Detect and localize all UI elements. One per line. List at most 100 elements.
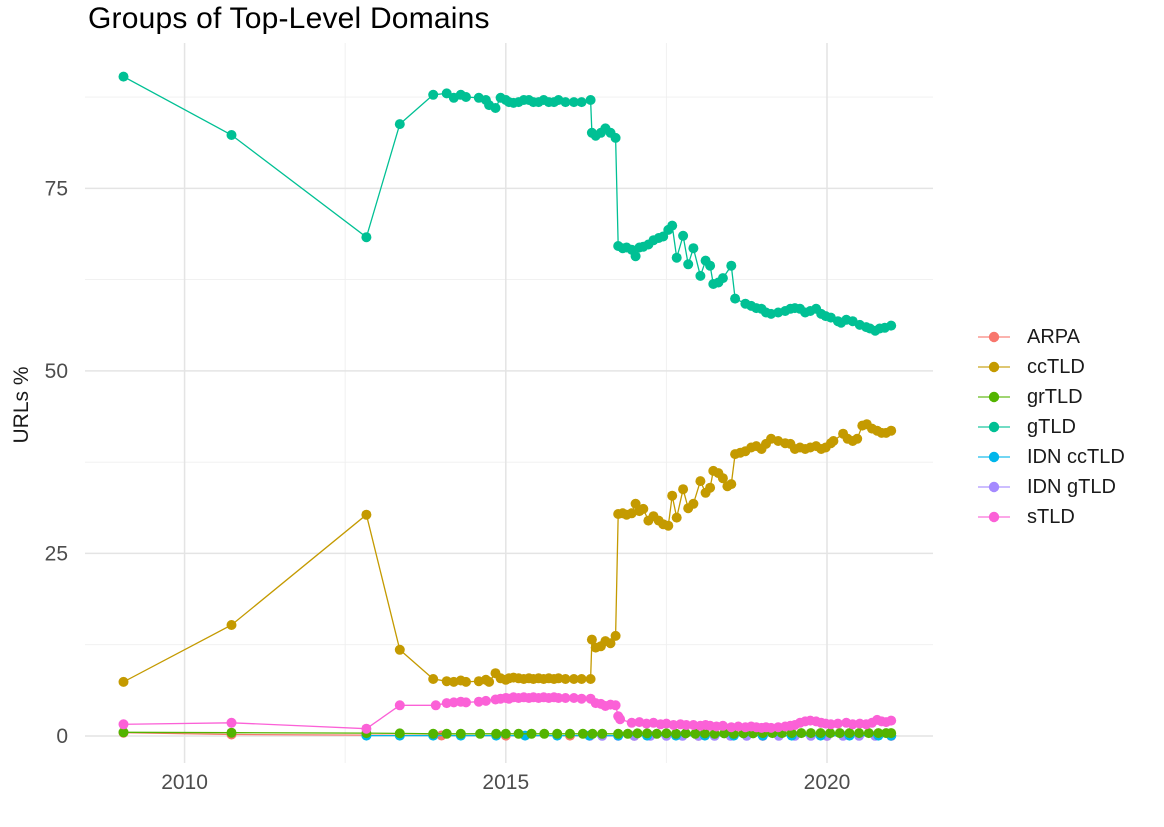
x-tick-label: 2020 [804, 771, 851, 794]
data-point [642, 728, 653, 739]
legend-label: IDN gTLD [1027, 475, 1116, 498]
data-point [430, 700, 441, 711]
data-point [539, 728, 550, 739]
legend-item-stld: sTLD [978, 502, 1125, 532]
data-point [699, 728, 710, 739]
x-tick-label: 2010 [161, 771, 208, 794]
data-point [638, 503, 649, 514]
data-point [484, 676, 495, 687]
data-point [586, 634, 597, 645]
data-point [361, 232, 372, 243]
data-point [585, 674, 596, 684]
data-point [441, 728, 452, 739]
data-point [717, 720, 728, 731]
legend-label: grTLD [1027, 385, 1083, 408]
data-point [118, 71, 129, 82]
data-point [568, 674, 579, 684]
data-point [661, 728, 672, 739]
data-point [832, 718, 843, 729]
legend-label: sTLD [1027, 505, 1075, 528]
legend-key-icon [978, 361, 1010, 373]
data-point [663, 520, 674, 531]
y-tick-label: 50 [45, 360, 68, 383]
data-point [834, 728, 845, 739]
data-point [513, 728, 524, 739]
data-point [632, 728, 643, 739]
data-point [678, 484, 689, 495]
series-grtld [118, 727, 897, 739]
y-tick-label: 0 [56, 725, 68, 748]
y-tick-labels: 0 25 50 75 [45, 177, 68, 748]
legend-item-idn-gtld: IDN gTLD [978, 472, 1125, 502]
data-point [500, 728, 511, 739]
y-tick-label: 75 [45, 177, 68, 200]
data-point [118, 727, 129, 738]
data-point [394, 700, 405, 711]
legend-key-icon [978, 421, 1010, 433]
data-point [361, 509, 372, 520]
legend-item-idn-cctld: IDN ccTLD [978, 442, 1125, 472]
legend-key-icon [978, 331, 1010, 343]
data-point [886, 728, 897, 739]
data-point [361, 723, 372, 734]
series-stld [118, 692, 897, 734]
data-point [560, 674, 571, 684]
data-point [863, 728, 874, 739]
legend-item-arpa: ARPA [978, 322, 1125, 352]
data-point [461, 92, 471, 102]
legend-key-icon [978, 481, 1010, 493]
series-cctld [118, 419, 897, 687]
data-point [705, 482, 716, 493]
data-point [886, 425, 897, 436]
legend-label: gTLD [1027, 415, 1076, 438]
data-point [428, 674, 439, 684]
data-point [852, 433, 863, 444]
data-point [630, 251, 641, 262]
data-point [576, 674, 587, 684]
data-point [695, 476, 706, 487]
data-point [118, 719, 129, 730]
data-point [828, 436, 839, 446]
data-point [605, 638, 616, 649]
data-point [695, 270, 706, 281]
data-point [597, 728, 608, 739]
data-point [226, 130, 237, 140]
data-point [825, 728, 836, 739]
data-point [726, 260, 737, 271]
data-point [615, 714, 626, 725]
data-point [118, 676, 129, 687]
data-point [651, 728, 662, 739]
data-point [576, 693, 587, 704]
data-point [717, 473, 728, 484]
data-point [726, 479, 737, 490]
data-point [560, 693, 571, 703]
data-point [610, 700, 621, 711]
data-point [480, 695, 491, 706]
data-point [568, 97, 579, 108]
chart-title: Groups of Top-Level Domains [88, 2, 490, 35]
data-point [526, 728, 537, 739]
data-point [844, 728, 855, 739]
major-gridlines [85, 43, 933, 763]
data-point [815, 728, 826, 739]
data-point [428, 728, 439, 739]
data-point [585, 95, 596, 105]
legend-key-icon [978, 511, 1010, 523]
data-point [683, 259, 694, 270]
minor-gridlines [85, 43, 933, 763]
data-point [576, 97, 587, 108]
data-point [886, 715, 897, 726]
legend-key-icon [978, 451, 1010, 463]
data-point [667, 220, 678, 231]
data-point [680, 728, 691, 739]
data-point [730, 293, 741, 304]
data-point [854, 728, 865, 739]
data-point [719, 728, 730, 739]
data-point [568, 693, 579, 703]
legend-item-cctld: ccTLD [978, 352, 1125, 382]
data-point [394, 119, 405, 130]
x-tick-label: 2015 [482, 771, 529, 794]
data-point [226, 727, 237, 738]
data-point [796, 728, 807, 739]
